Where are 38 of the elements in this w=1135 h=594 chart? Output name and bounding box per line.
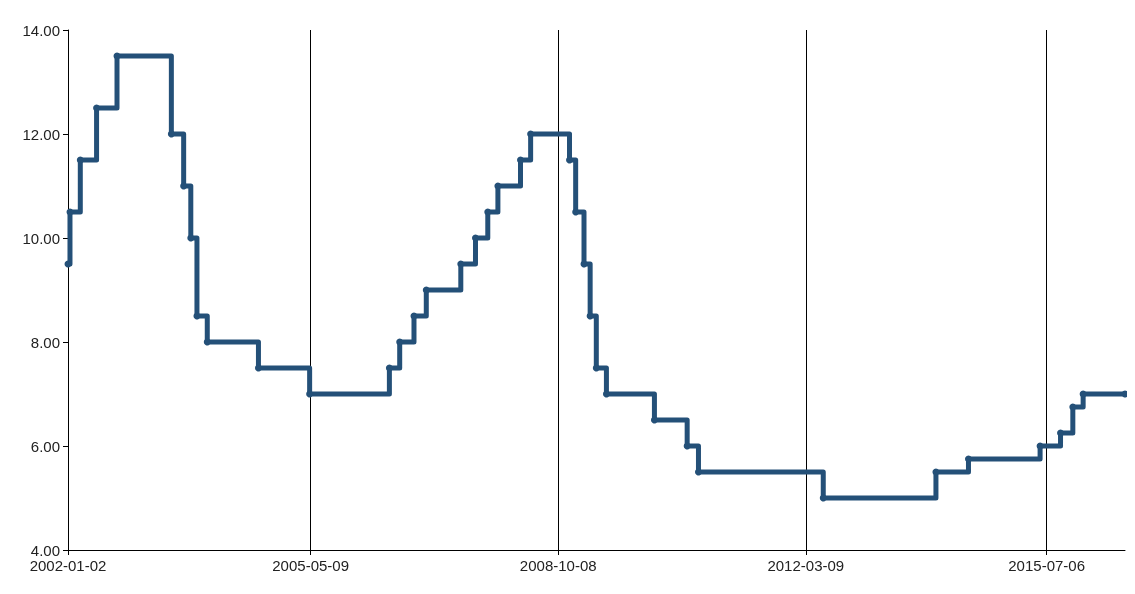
- x-tick-label: 2008-10-08: [519, 557, 597, 574]
- point: [1069, 403, 1077, 411]
- point: [484, 208, 492, 216]
- point: [1121, 390, 1127, 398]
- point: [527, 130, 535, 138]
- point: [694, 468, 702, 476]
- point: [203, 338, 211, 346]
- point: [572, 208, 580, 216]
- point: [592, 364, 600, 372]
- x-tick-label: 2015-07-06: [1008, 557, 1085, 574]
- y-tick-label: 12.00: [22, 125, 60, 143]
- point: [964, 455, 972, 463]
- y-tick-label: 14.00: [22, 21, 60, 39]
- point: [306, 390, 314, 398]
- x-tick-label: 2002-01-02: [29, 557, 107, 574]
- point: [385, 364, 393, 372]
- point: [422, 286, 430, 294]
- y-tick-label: 4.00: [30, 541, 60, 559]
- x-tick-label: 2005-05-09: [272, 557, 349, 574]
- point: [187, 234, 195, 242]
- x-tick-label: 2012-03-09: [767, 557, 845, 574]
- point: [396, 338, 404, 346]
- point: [76, 156, 84, 164]
- point: [254, 364, 262, 372]
- point: [180, 182, 188, 190]
- point: [457, 260, 465, 268]
- point: [819, 494, 827, 502]
- point: [566, 156, 574, 164]
- point: [93, 104, 101, 112]
- point: [602, 390, 610, 398]
- point: [1057, 429, 1065, 437]
- y-tick-label: 10.00: [22, 229, 60, 247]
- point: [167, 130, 175, 138]
- point: [471, 234, 479, 242]
- point: [517, 156, 525, 164]
- point: [650, 416, 658, 424]
- y-tick-label: 6.00: [30, 437, 60, 455]
- y-tick-label: 8.00: [30, 333, 60, 351]
